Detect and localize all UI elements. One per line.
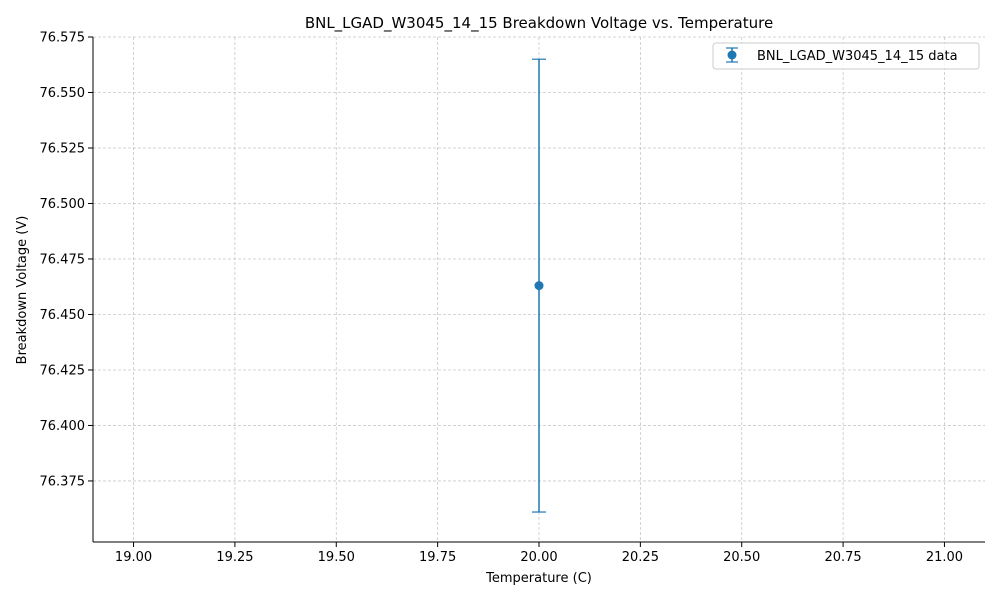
x-tick-label: 19.50	[318, 550, 355, 565]
x-tick-label: 20.75	[824, 550, 861, 565]
x-tick-label: 20.50	[723, 550, 760, 565]
legend-entry-label: BNL_LGAD_W3045_14_15 data	[757, 49, 958, 64]
y-tick-label: 76.550	[40, 86, 86, 101]
x-tick-label: 19.00	[115, 550, 152, 565]
legend-marker	[726, 47, 738, 63]
y-tick-label: 76.500	[40, 197, 86, 212]
y-tick-label: 76.450	[40, 308, 86, 323]
x-tick-label: 20.25	[622, 550, 659, 565]
y-tick-label: 76.425	[40, 363, 86, 378]
x-tick-label: 19.25	[216, 550, 253, 565]
legend-box	[712, 42, 980, 70]
x-axis-ticks: 19.00 19.25 19.50 19.75 20.00 20.25 20.50 20.75…	[115, 542, 963, 565]
y-tick-label: 76.525	[40, 141, 86, 156]
y-axis-label: Breakdown Voltage (V)	[15, 216, 30, 365]
x-tick-label: 20.00	[520, 550, 557, 565]
chart-title: BNL_LGAD_W3045_14_15 Breakdown Voltage v…	[305, 14, 773, 33]
y-tick-label: 76.475	[40, 252, 86, 267]
y-tick-label: 76.400	[40, 419, 86, 434]
x-tick-label: 21.00	[926, 550, 963, 565]
legend-point	[727, 50, 737, 60]
y-tick-label: 76.375	[40, 474, 86, 489]
data-series	[532, 58, 546, 513]
y-axis-ticks: 76.375 76.400 76.425 76.450 76.475 76.500 76.5…	[40, 31, 93, 489]
legend: BNL_LGAD_W3045_14_15 data	[712, 42, 980, 70]
data-point	[534, 281, 544, 291]
y-tick-label: 76.575	[40, 31, 86, 46]
x-tick-label: 19.75	[419, 550, 456, 565]
x-axis-label: Temperature (C)	[485, 571, 592, 586]
